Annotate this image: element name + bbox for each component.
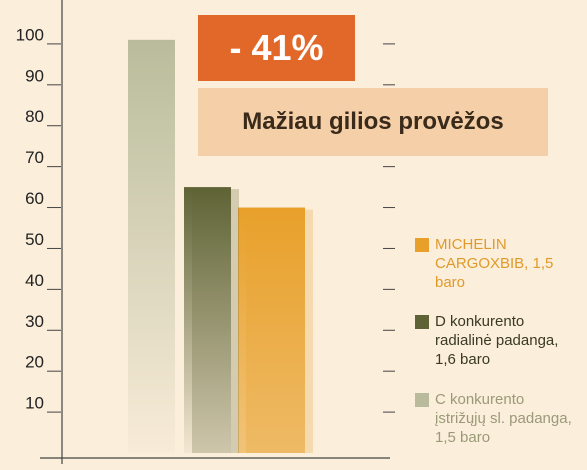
y-tick-label: 10 bbox=[25, 394, 44, 413]
y-tick-label: 100 bbox=[16, 25, 44, 44]
legend-entry: C konkurento įstrižųjų sl. padanga, 1,5 … bbox=[415, 390, 575, 447]
y-tick-label: 60 bbox=[25, 189, 44, 208]
legend-label: D konkurento radialinė padanga, 1,6 baro bbox=[435, 313, 559, 368]
legend-swatch bbox=[415, 393, 429, 407]
reduction-badge: - 41% bbox=[198, 15, 355, 81]
bar bbox=[128, 39, 175, 454]
y-tick-label: 80 bbox=[25, 107, 44, 126]
bar bbox=[184, 187, 231, 453]
y-tick-label: 20 bbox=[25, 353, 44, 372]
y-tick-label: 70 bbox=[25, 148, 44, 167]
y-tick-label: 30 bbox=[25, 312, 44, 331]
legend-entry: MICHELIN CARGOXBIB, 1,5 baro bbox=[415, 235, 575, 292]
legend-entry: D konkurento radialinė padanga, 1,6 baro bbox=[415, 312, 575, 369]
legend-swatch bbox=[415, 315, 429, 329]
legend-swatch bbox=[415, 238, 429, 252]
bar bbox=[238, 207, 305, 453]
legend-label: C konkurento įstrižųjų sl. padanga, 1,5 … bbox=[435, 391, 572, 446]
caption-box: Mažiau gilios provėžos bbox=[198, 88, 548, 156]
legend-label: MICHELIN CARGOXBIB, 1,5 baro bbox=[435, 236, 554, 291]
y-tick-label: 40 bbox=[25, 271, 44, 290]
y-tick-label: 90 bbox=[25, 66, 44, 85]
y-tick-label: 50 bbox=[25, 230, 44, 249]
